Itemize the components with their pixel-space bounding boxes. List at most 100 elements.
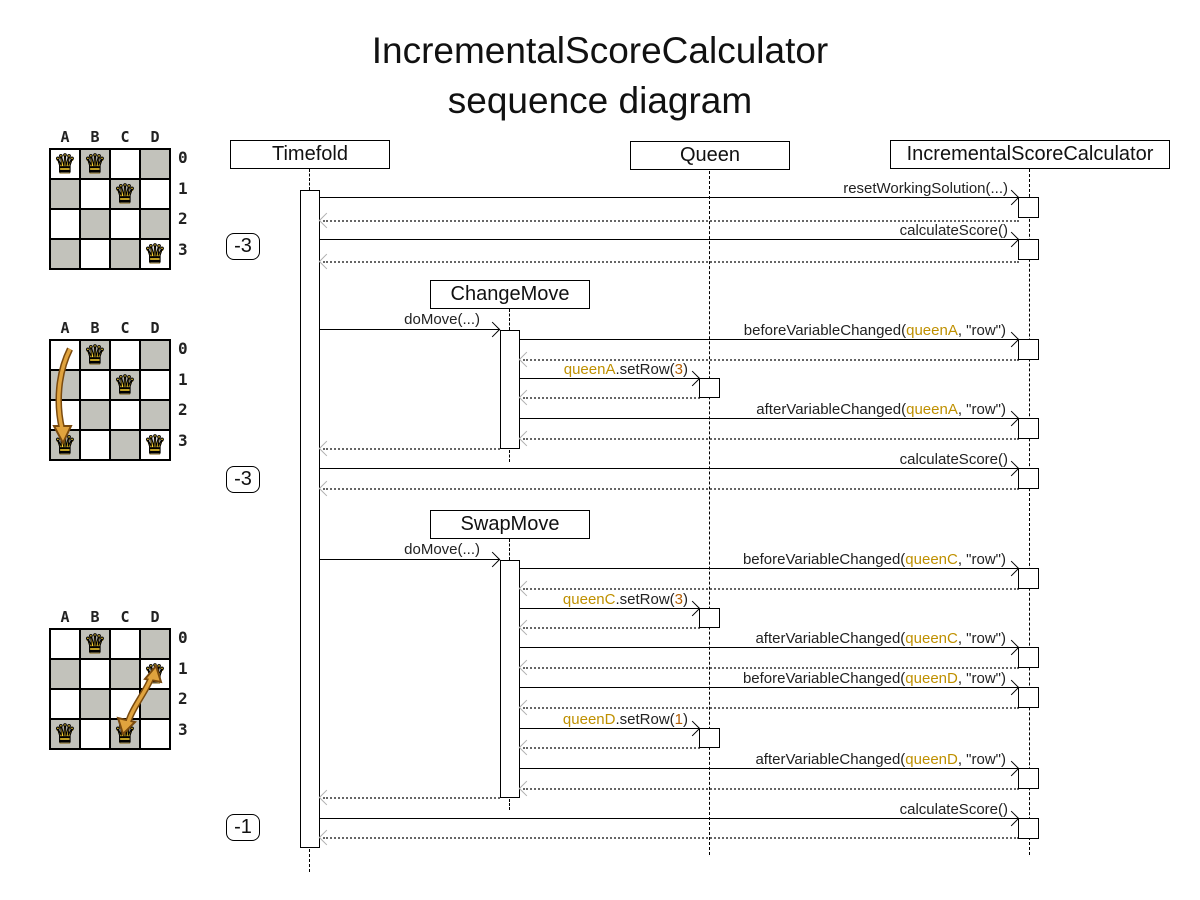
message-label-calculatescore-3: calculateScore() (899, 801, 1008, 818)
message-label-setrow-a: queenA.setRow(3) (563, 361, 688, 378)
activation-box-queen (699, 608, 720, 628)
board-column-label: C (120, 608, 130, 626)
board-cell-C0 (110, 629, 140, 659)
message-line (520, 647, 1019, 649)
board-after-change-move: A B C D ♛ ♛ ♛ ♛ 0 1 2 3 (49, 319, 249, 461)
score-badge-3: -1 (226, 814, 260, 841)
return-line (523, 627, 700, 629)
board-row-label: 0 (178, 148, 188, 167)
return-arrowhead-left-icon (318, 480, 335, 497)
message-line (320, 468, 1019, 470)
fragment-box-changemove: ChangeMove (430, 280, 590, 309)
score-value: -1 (234, 816, 252, 838)
message-label-aftervariablechanged-c: afterVariableChanged(queenC, "row") (755, 630, 1006, 647)
lifeline-calculator (1029, 169, 1030, 855)
board-column-label: A (60, 319, 70, 337)
score-value: -3 (234, 468, 252, 490)
activation-box-calculator (1018, 239, 1039, 260)
board-cell-C3 (110, 239, 140, 269)
board-column-label: B (90, 319, 100, 337)
message-label-domove-1: doMove(...) (404, 311, 480, 328)
board-row-labels: 0 1 2 3 (178, 339, 188, 461)
board-cell-D1 (140, 179, 170, 209)
activation-box-calculator (1018, 687, 1039, 708)
board-cell-D3: ♛ (140, 239, 170, 269)
message-line (320, 197, 1019, 199)
board-cell-B2 (80, 400, 110, 430)
activation-box-calculator (1018, 647, 1039, 668)
lifeline-timefold-bottom (309, 849, 310, 872)
activation-box-queen (699, 378, 720, 398)
board-cell-B0: ♛ (80, 149, 110, 179)
board-row-label: 2 (178, 689, 188, 708)
arrowhead-right-icon (484, 321, 501, 338)
board-cell-B3 (80, 719, 110, 749)
board-cell-B3 (80, 239, 110, 269)
message-label-setrow-c: queenC.setRow(3) (562, 591, 688, 608)
return-line (523, 588, 1019, 590)
lifeline-swapmove-top (509, 539, 510, 560)
activation-box-calculator (1018, 339, 1039, 360)
board-cell-C2 (110, 209, 140, 239)
score-badge-1: -3 (226, 233, 260, 260)
message-line (320, 559, 500, 561)
lifeline-timefold-top (309, 169, 310, 190)
board-row-label: 2 (178, 209, 188, 228)
return-line (523, 747, 700, 749)
actor-label-calculator: IncrementalScoreCalculator (906, 143, 1154, 165)
board-column-label: D (150, 128, 160, 146)
board-cell-D0 (140, 340, 170, 370)
score-value: -3 (234, 235, 252, 257)
activation-box-calculator (1018, 768, 1039, 789)
message-label-beforevariablechanged-a: beforeVariableChanged(queenA, "row") (743, 322, 1006, 339)
message-line (520, 418, 1019, 420)
board-cell-B1 (80, 659, 110, 689)
lifeline-queen (709, 171, 710, 855)
message-label-beforevariablechanged-d: beforeVariableChanged(queenD, "row") (742, 670, 1006, 687)
queen-icon: ♛ (83, 629, 107, 658)
return-line (323, 488, 1019, 490)
board-cell-D1 (140, 370, 170, 400)
queen-icon: ♛ (83, 340, 107, 369)
board-cell-A0 (50, 629, 80, 659)
board-column-label: D (150, 608, 160, 626)
board-row-label: 3 (178, 719, 188, 739)
lifeline-changemove-top (509, 309, 510, 330)
title-line-1: IncrementalScoreCalculator (371, 30, 829, 71)
board-cell-D2 (140, 209, 170, 239)
return-line (523, 667, 1019, 669)
queen-icon: ♛ (53, 719, 77, 748)
fragment-box-swapmove: SwapMove (430, 510, 590, 539)
return-arrowhead-left-icon (318, 440, 335, 457)
board-cell-A1 (50, 179, 80, 209)
return-line (523, 788, 1019, 790)
activation-box-calculator (1018, 818, 1039, 839)
board-cell-B2 (80, 689, 110, 719)
message-line (320, 329, 500, 331)
actor-box-timefold: Timefold (230, 140, 390, 169)
board-row-label: 0 (178, 628, 188, 647)
message-label-domove-2: doMove(...) (404, 541, 480, 558)
message-line (320, 239, 1019, 241)
board-cell-D3: ♛ (140, 430, 170, 460)
queen-icon: ♛ (83, 149, 107, 178)
queen-icon: ♛ (143, 430, 167, 459)
diagram-title: IncrementalScoreCalculator sequence diag… (0, 26, 1200, 126)
return-line (323, 837, 1019, 839)
message-line (520, 608, 700, 610)
board-cell-B1 (80, 179, 110, 209)
return-line (323, 220, 1019, 222)
chess-board-grid: ♛ ♛ ♛ ♛ (49, 628, 171, 750)
message-label-setrow-d: queenD.setRow(1) (562, 711, 688, 728)
return-line (323, 261, 1019, 263)
activation-box-calculator (1018, 468, 1039, 489)
score-badge-2: -3 (226, 466, 260, 493)
actor-box-calculator: IncrementalScoreCalculator (890, 140, 1170, 169)
board-column-label: A (60, 608, 70, 626)
activation-box-calculator (1018, 418, 1039, 439)
return-arrowhead-left-icon (318, 253, 335, 270)
return-arrowhead-left-icon (518, 430, 535, 447)
lifeline-swapmove-bottom (509, 799, 510, 810)
return-arrowhead-left-icon (318, 212, 335, 229)
